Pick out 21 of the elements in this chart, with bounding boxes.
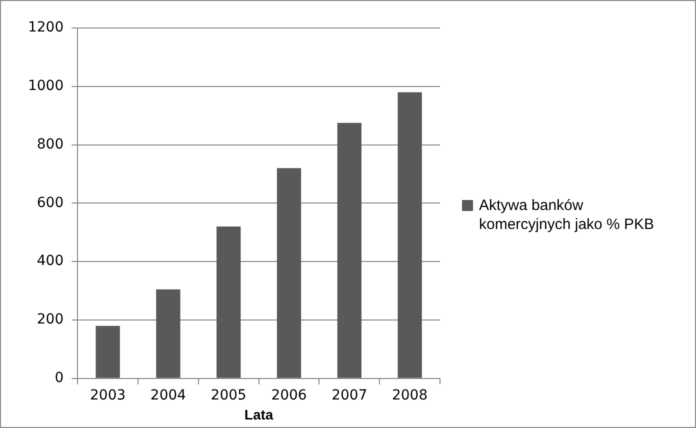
bar [216,226,241,378]
bar [398,92,422,378]
bar [337,122,362,378]
y-tick-label: 200 [36,312,64,328]
bar [156,289,180,378]
x-tick-label: 2004 [150,387,186,404]
x-tick-label: 2006 [271,387,307,404]
y-tick-label: 800 [36,136,64,152]
x-tick-label: 2005 [210,387,246,404]
y-tick-label: 600 [36,194,64,211]
x-tick-label: 2003 [90,387,126,404]
legend-label: Aktywa banków komercyjnych jako % PKB [479,196,656,234]
x-tick-label: 2007 [332,387,368,404]
bar [276,168,302,378]
y-tick-label: 1000 [28,78,64,94]
bar [96,326,120,378]
y-tick-label: 1200 [28,20,64,36]
x-axis-title: Lata [244,406,274,422]
y-tick-label: 0 [54,370,64,386]
x-tick-label: 2008 [392,387,428,404]
y-tick-label: 400 [36,253,64,270]
